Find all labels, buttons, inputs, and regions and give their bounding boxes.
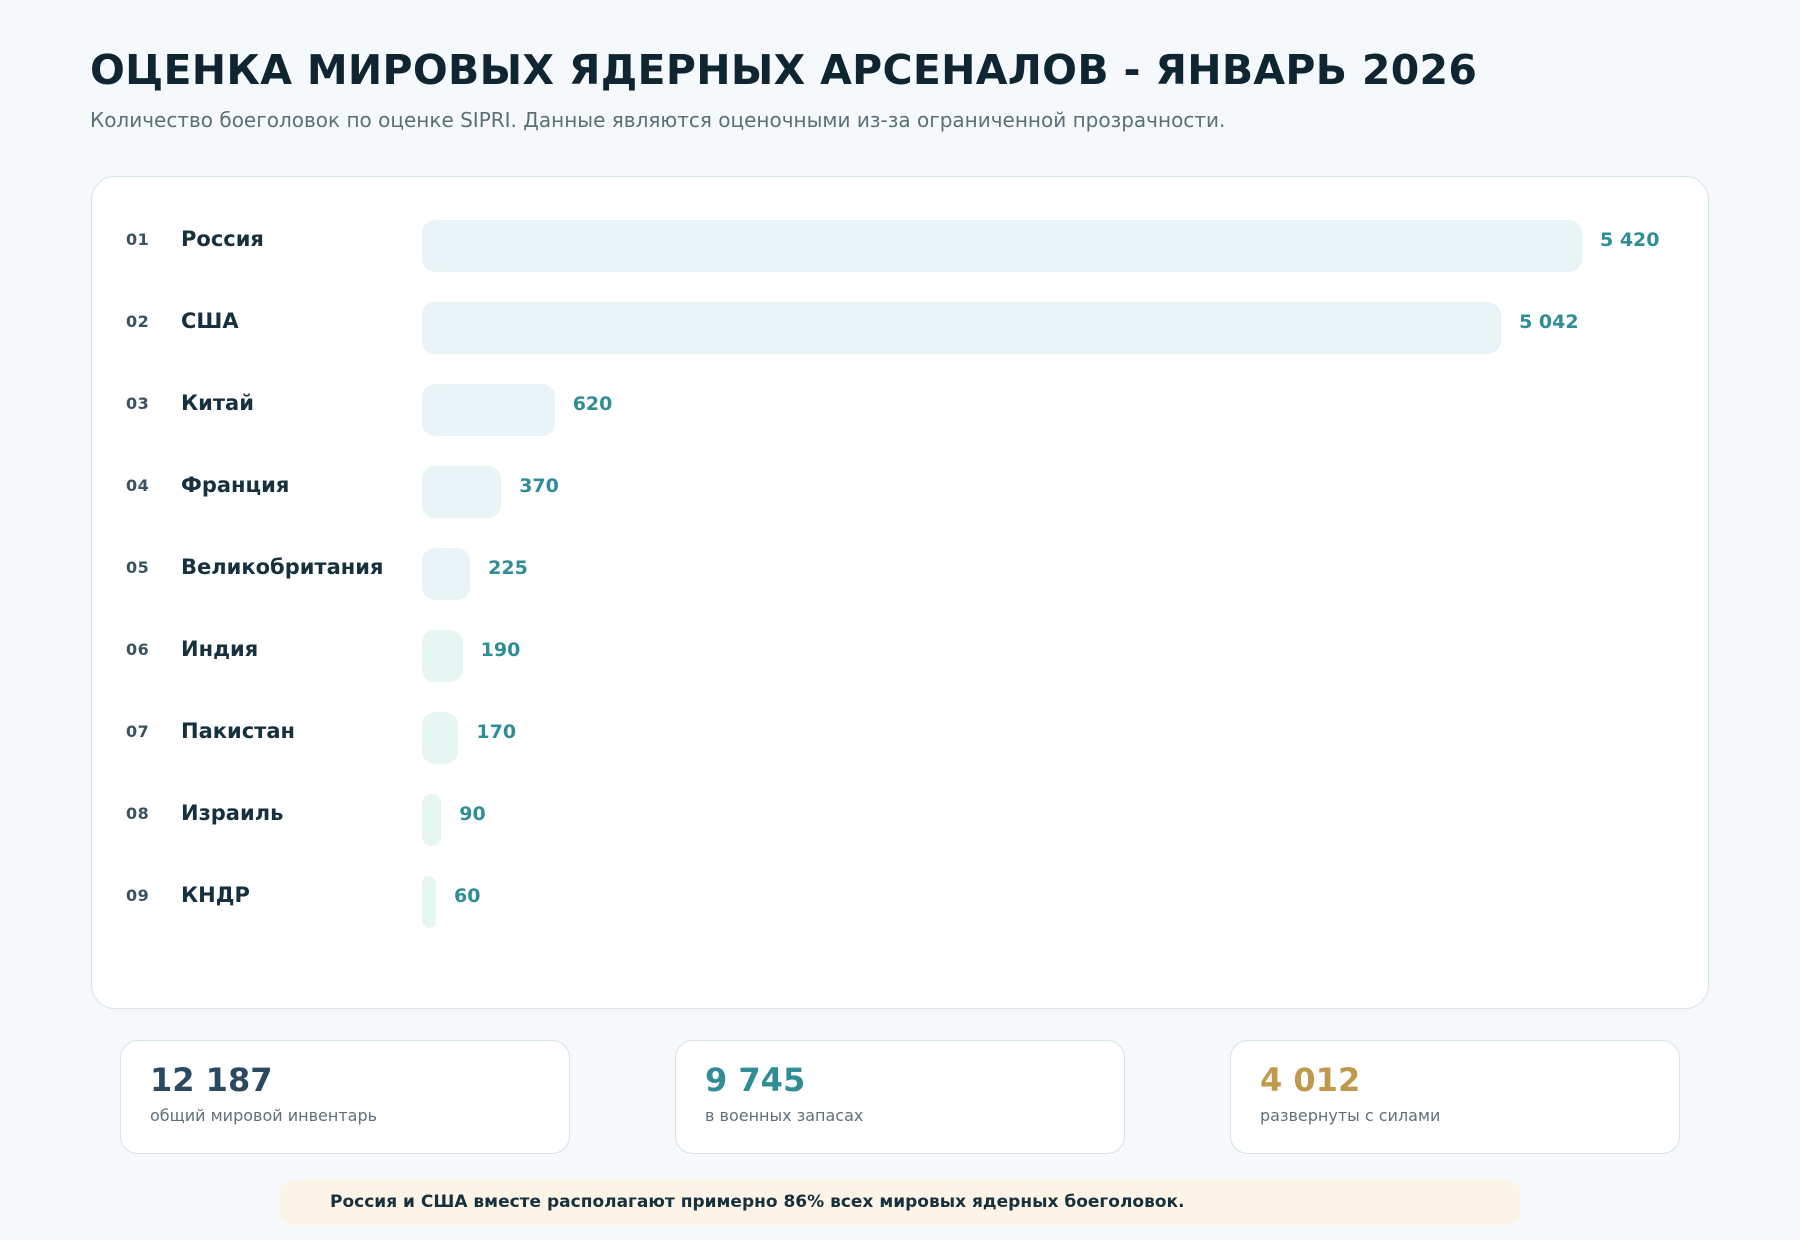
category-label: Франция <box>181 473 290 497</box>
value-label: 5 042 <box>1519 311 1579 333</box>
value-label: 170 <box>476 721 517 743</box>
page-subtitle: Количество боеголовок по оценке SIPRI. Д… <box>90 108 1226 132</box>
category-label: Индия <box>181 637 259 661</box>
value-label: 225 <box>488 557 528 579</box>
chart-row: 05 Великобритания 225 <box>92 548 1708 600</box>
rank-label: 09 <box>126 886 150 905</box>
stat-card-military-stockpile: 9 745 в военных запасах <box>675 1040 1125 1154</box>
stat-label: развернуты с силами <box>1260 1106 1441 1125</box>
rank-label: 04 <box>126 476 150 495</box>
rank-label: 02 <box>126 312 150 331</box>
bar <box>422 302 1502 354</box>
chart-row: 08 Израиль 90 <box>92 794 1708 846</box>
stat-value: 9 745 <box>705 1061 806 1099</box>
chart-row: 03 Китай 620 <box>92 384 1708 436</box>
category-label: Россия <box>181 227 264 251</box>
value-label: 90 <box>459 803 486 825</box>
bar-chart-card: 01 Россия 5 420 02 США 5 042 03 Китай 620 04 Франц… <box>91 176 1709 1009</box>
summary-note-text: Россия и США вместе располагают примерно… <box>330 1192 1185 1212</box>
category-label: Китай <box>181 391 254 415</box>
bar <box>422 794 442 846</box>
stat-value: 12 187 <box>150 1061 273 1099</box>
bar <box>422 712 459 764</box>
rank-label: 05 <box>126 558 150 577</box>
category-label: Великобритания <box>181 555 384 579</box>
value-label: 620 <box>572 393 613 415</box>
category-label: Израиль <box>181 801 284 825</box>
stat-label: в военных запасах <box>705 1106 864 1125</box>
stat-value: 4 012 <box>1260 1061 1361 1099</box>
rank-label: 01 <box>126 230 150 249</box>
category-label: КНДР <box>181 883 250 907</box>
stat-label: общий мировой инвентарь <box>150 1106 378 1125</box>
value-label: 60 <box>454 885 481 907</box>
chart-row: 04 Франция 370 <box>92 466 1708 518</box>
bar <box>422 630 463 682</box>
page-title: ОЦЕНКА МИРОВЫХ ЯДЕРНЫХ АРСЕНАЛОВ - ЯНВАР… <box>90 46 1478 94</box>
bar <box>422 876 436 928</box>
bar <box>422 384 555 436</box>
category-label: США <box>181 309 239 333</box>
summary-note: Россия и США вместе располагают примерно… <box>279 1180 1521 1225</box>
chart-row: 02 США 5 042 <box>92 302 1708 354</box>
bar <box>422 220 1582 272</box>
value-label: 370 <box>519 475 559 497</box>
chart-row: 09 КНДР 60 <box>92 876 1708 928</box>
stat-card-deployed: 4 012 развернуты с силами <box>1230 1040 1680 1154</box>
rank-label: 07 <box>126 722 150 741</box>
stat-card-total: 12 187 общий мировой инвентарь <box>120 1040 570 1154</box>
chart-row: 01 Россия 5 420 <box>92 220 1708 272</box>
bar <box>422 466 502 518</box>
value-label: 190 <box>480 639 521 661</box>
chart-row: 06 Индия 190 <box>92 630 1708 682</box>
rank-label: 08 <box>126 804 150 823</box>
rank-label: 06 <box>126 640 150 659</box>
bar <box>422 548 471 600</box>
chart-row: 07 Пакистан 170 <box>92 712 1708 764</box>
rank-label: 03 <box>126 394 150 413</box>
value-label: 5 420 <box>1600 229 1660 251</box>
category-label: Пакистан <box>181 719 296 743</box>
